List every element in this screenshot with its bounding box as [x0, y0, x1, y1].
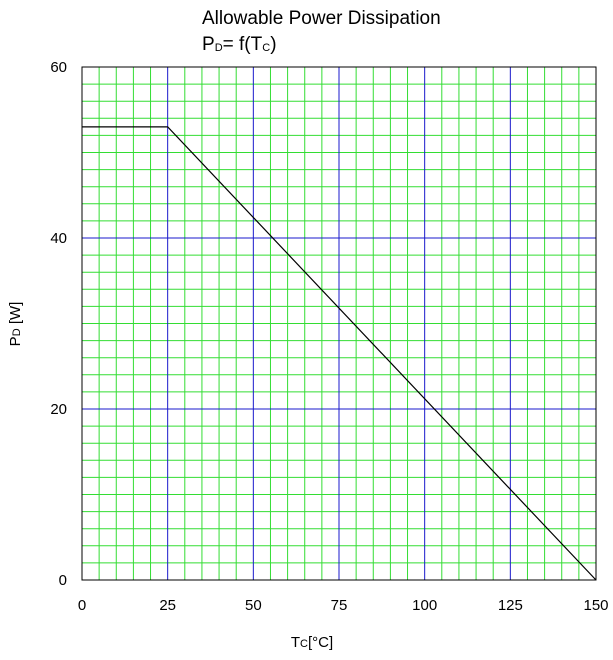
series-layer — [82, 126, 597, 581]
y-axis-label: PD [W] — [7, 302, 24, 347]
x-axis-label: TC[°C] — [291, 634, 333, 651]
x-tick-label: 50 — [245, 597, 262, 614]
x-tick-label: 0 — [78, 597, 86, 614]
y-tick-label: 0 — [59, 572, 67, 589]
x-tick-label: 125 — [498, 597, 523, 614]
x-tick-labels: 0 25 50 75 100 125 150 — [78, 597, 609, 614]
chart-title-line2: PD= f(TC) — [202, 34, 277, 55]
power-derating-line — [82, 126, 597, 581]
y-tick-label: 60 — [50, 59, 67, 76]
x-tick-label: 25 — [159, 597, 176, 614]
y-tick-label: 20 — [50, 401, 67, 418]
plot-frame — [81, 66, 597, 581]
y-tick-label: 40 — [50, 230, 67, 247]
y-tick-labels: 0 20 40 60 — [50, 59, 67, 589]
major-grid — [82, 67, 596, 580]
x-tick-label: 75 — [331, 597, 348, 614]
chart-title-line1: Allowable Power Dissipation — [202, 8, 441, 29]
x-tick-label: 100 — [412, 597, 437, 614]
x-tick-label: 150 — [583, 597, 608, 614]
